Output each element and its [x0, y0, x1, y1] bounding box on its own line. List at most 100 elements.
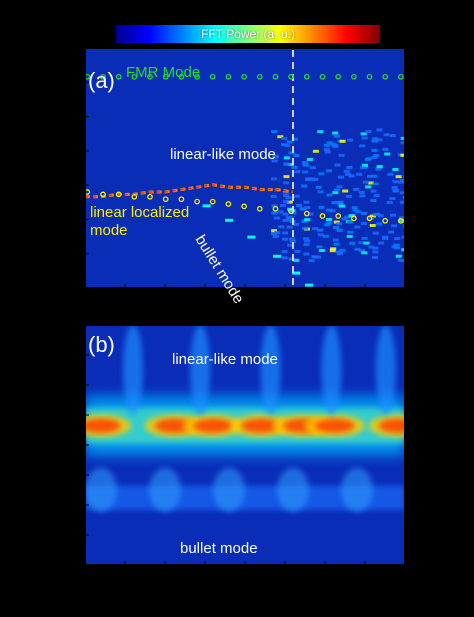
bullet-mode-point	[292, 271, 301, 275]
heatmap-cell	[371, 174, 377, 178]
heatmap-cell	[377, 214, 384, 218]
heatmap-cell	[326, 218, 332, 221]
heatmap-cell	[271, 204, 278, 208]
localized-marker	[241, 203, 247, 210]
heatmap-cell	[286, 218, 293, 222]
heatmap-cell	[359, 194, 366, 198]
fmr-mode-label: FMR Mode	[126, 64, 201, 81]
heatmap-cell	[344, 215, 351, 219]
heatmap-cell	[305, 177, 312, 181]
heatmap-cell	[346, 235, 353, 238]
heatmap-cell	[339, 139, 346, 143]
heatmap-cell	[293, 154, 300, 158]
heatmap-cell	[290, 211, 297, 215]
heatmap-cell	[288, 216, 295, 220]
heatmap-cell	[317, 228, 323, 232]
heatmap-cell	[333, 220, 340, 224]
bullet-mode-point	[225, 218, 233, 222]
heatmap-cell	[339, 204, 346, 208]
linear-localized-label-line1: linear localized	[90, 204, 190, 221]
fmr-marker	[272, 73, 279, 80]
heatmap-cell	[317, 190, 324, 194]
heatmap-cell	[371, 148, 378, 152]
bullet-band-spot	[213, 467, 245, 512]
heatmap-cell	[399, 191, 405, 195]
fmr-marker	[131, 73, 138, 80]
heatmap-cell	[293, 258, 300, 262]
heatmap-cell	[272, 154, 279, 158]
heatmap-cell	[336, 228, 343, 232]
heatmap-cell	[289, 239, 296, 243]
heatmap-cell	[281, 250, 288, 254]
heatmap-cell	[326, 141, 333, 145]
heatmap-cell	[393, 243, 400, 247]
heatmap-cell	[369, 224, 376, 227]
linear-like-mode-trace-core	[85, 184, 294, 198]
heatmap-cell	[399, 178, 405, 182]
heatmap-cell	[361, 251, 368, 255]
bullet-band-spot	[149, 467, 181, 512]
linear-localized-label-line2: mode	[90, 222, 128, 239]
panel-b-frame	[84, 324, 406, 566]
localized-marker	[366, 215, 373, 222]
localized-marker	[319, 213, 326, 219]
bullet-mode-label-b: bullet mode	[180, 540, 258, 557]
upper-streak	[123, 325, 143, 415]
heatmap-cell	[273, 235, 279, 239]
fmr-marker	[209, 73, 216, 80]
heatmap-cell	[389, 197, 396, 201]
heatmap-cell	[384, 152, 391, 156]
heatmap-cell	[398, 180, 405, 184]
colorbar	[116, 25, 380, 43]
heatmap-cell	[395, 254, 402, 258]
fmr-marker	[351, 73, 357, 80]
heatmap-cell	[324, 223, 331, 227]
heatmap-cell	[304, 206, 311, 210]
fmr-mode-markers	[84, 73, 404, 80]
localized-marker	[162, 196, 169, 203]
localized-marker	[147, 193, 153, 200]
heatmap-cell	[318, 249, 325, 252]
heatmap-cell	[382, 235, 389, 239]
heatmap-cell	[316, 245, 323, 249]
heatmap-cell	[346, 166, 353, 169]
heatmap-cell	[401, 235, 405, 239]
localized-marker	[100, 191, 106, 198]
heatmap-cell	[294, 249, 301, 253]
heatmap-cell	[300, 207, 307, 211]
heatmap-cell	[391, 186, 398, 190]
heatmap-cell	[401, 248, 405, 252]
heatmap-cell	[361, 236, 368, 240]
heatmap-cell	[348, 174, 355, 178]
heatmap-cell	[273, 216, 280, 220]
heatmap-cell	[271, 211, 278, 215]
heatmap-cell	[345, 173, 352, 177]
upper-streak	[321, 325, 342, 415]
heatmap-cell	[337, 200, 344, 204]
fmr-marker	[398, 73, 404, 80]
upper-streak	[260, 325, 281, 415]
heatmap-cell	[376, 222, 383, 226]
heatmap-cell	[329, 249, 336, 253]
heatmap-cell	[398, 219, 405, 223]
heatmap-cell	[308, 259, 315, 263]
heatmap-cell	[329, 209, 336, 213]
heatmap-cell	[302, 226, 309, 230]
heatmap-cell	[365, 157, 372, 161]
hot-spot-core	[85, 418, 121, 433]
heatmap-cell	[367, 181, 374, 185]
heatmap-cell	[398, 259, 405, 262]
heatmap-cell	[326, 193, 333, 197]
upper-streak	[375, 325, 396, 415]
heatmap-cell	[348, 214, 355, 218]
heatmap-cell	[376, 128, 383, 132]
heatmap-cell	[289, 237, 295, 241]
heatmap-cell	[277, 210, 284, 214]
heatmap-cell	[400, 141, 405, 145]
heatmap-cell	[283, 181, 290, 185]
heatmap-cell	[372, 255, 378, 259]
fmr-marker	[241, 73, 247, 80]
heatmap-cell	[371, 139, 378, 143]
panel-a	[84, 47, 406, 289]
heatmap-cell	[399, 216, 405, 220]
